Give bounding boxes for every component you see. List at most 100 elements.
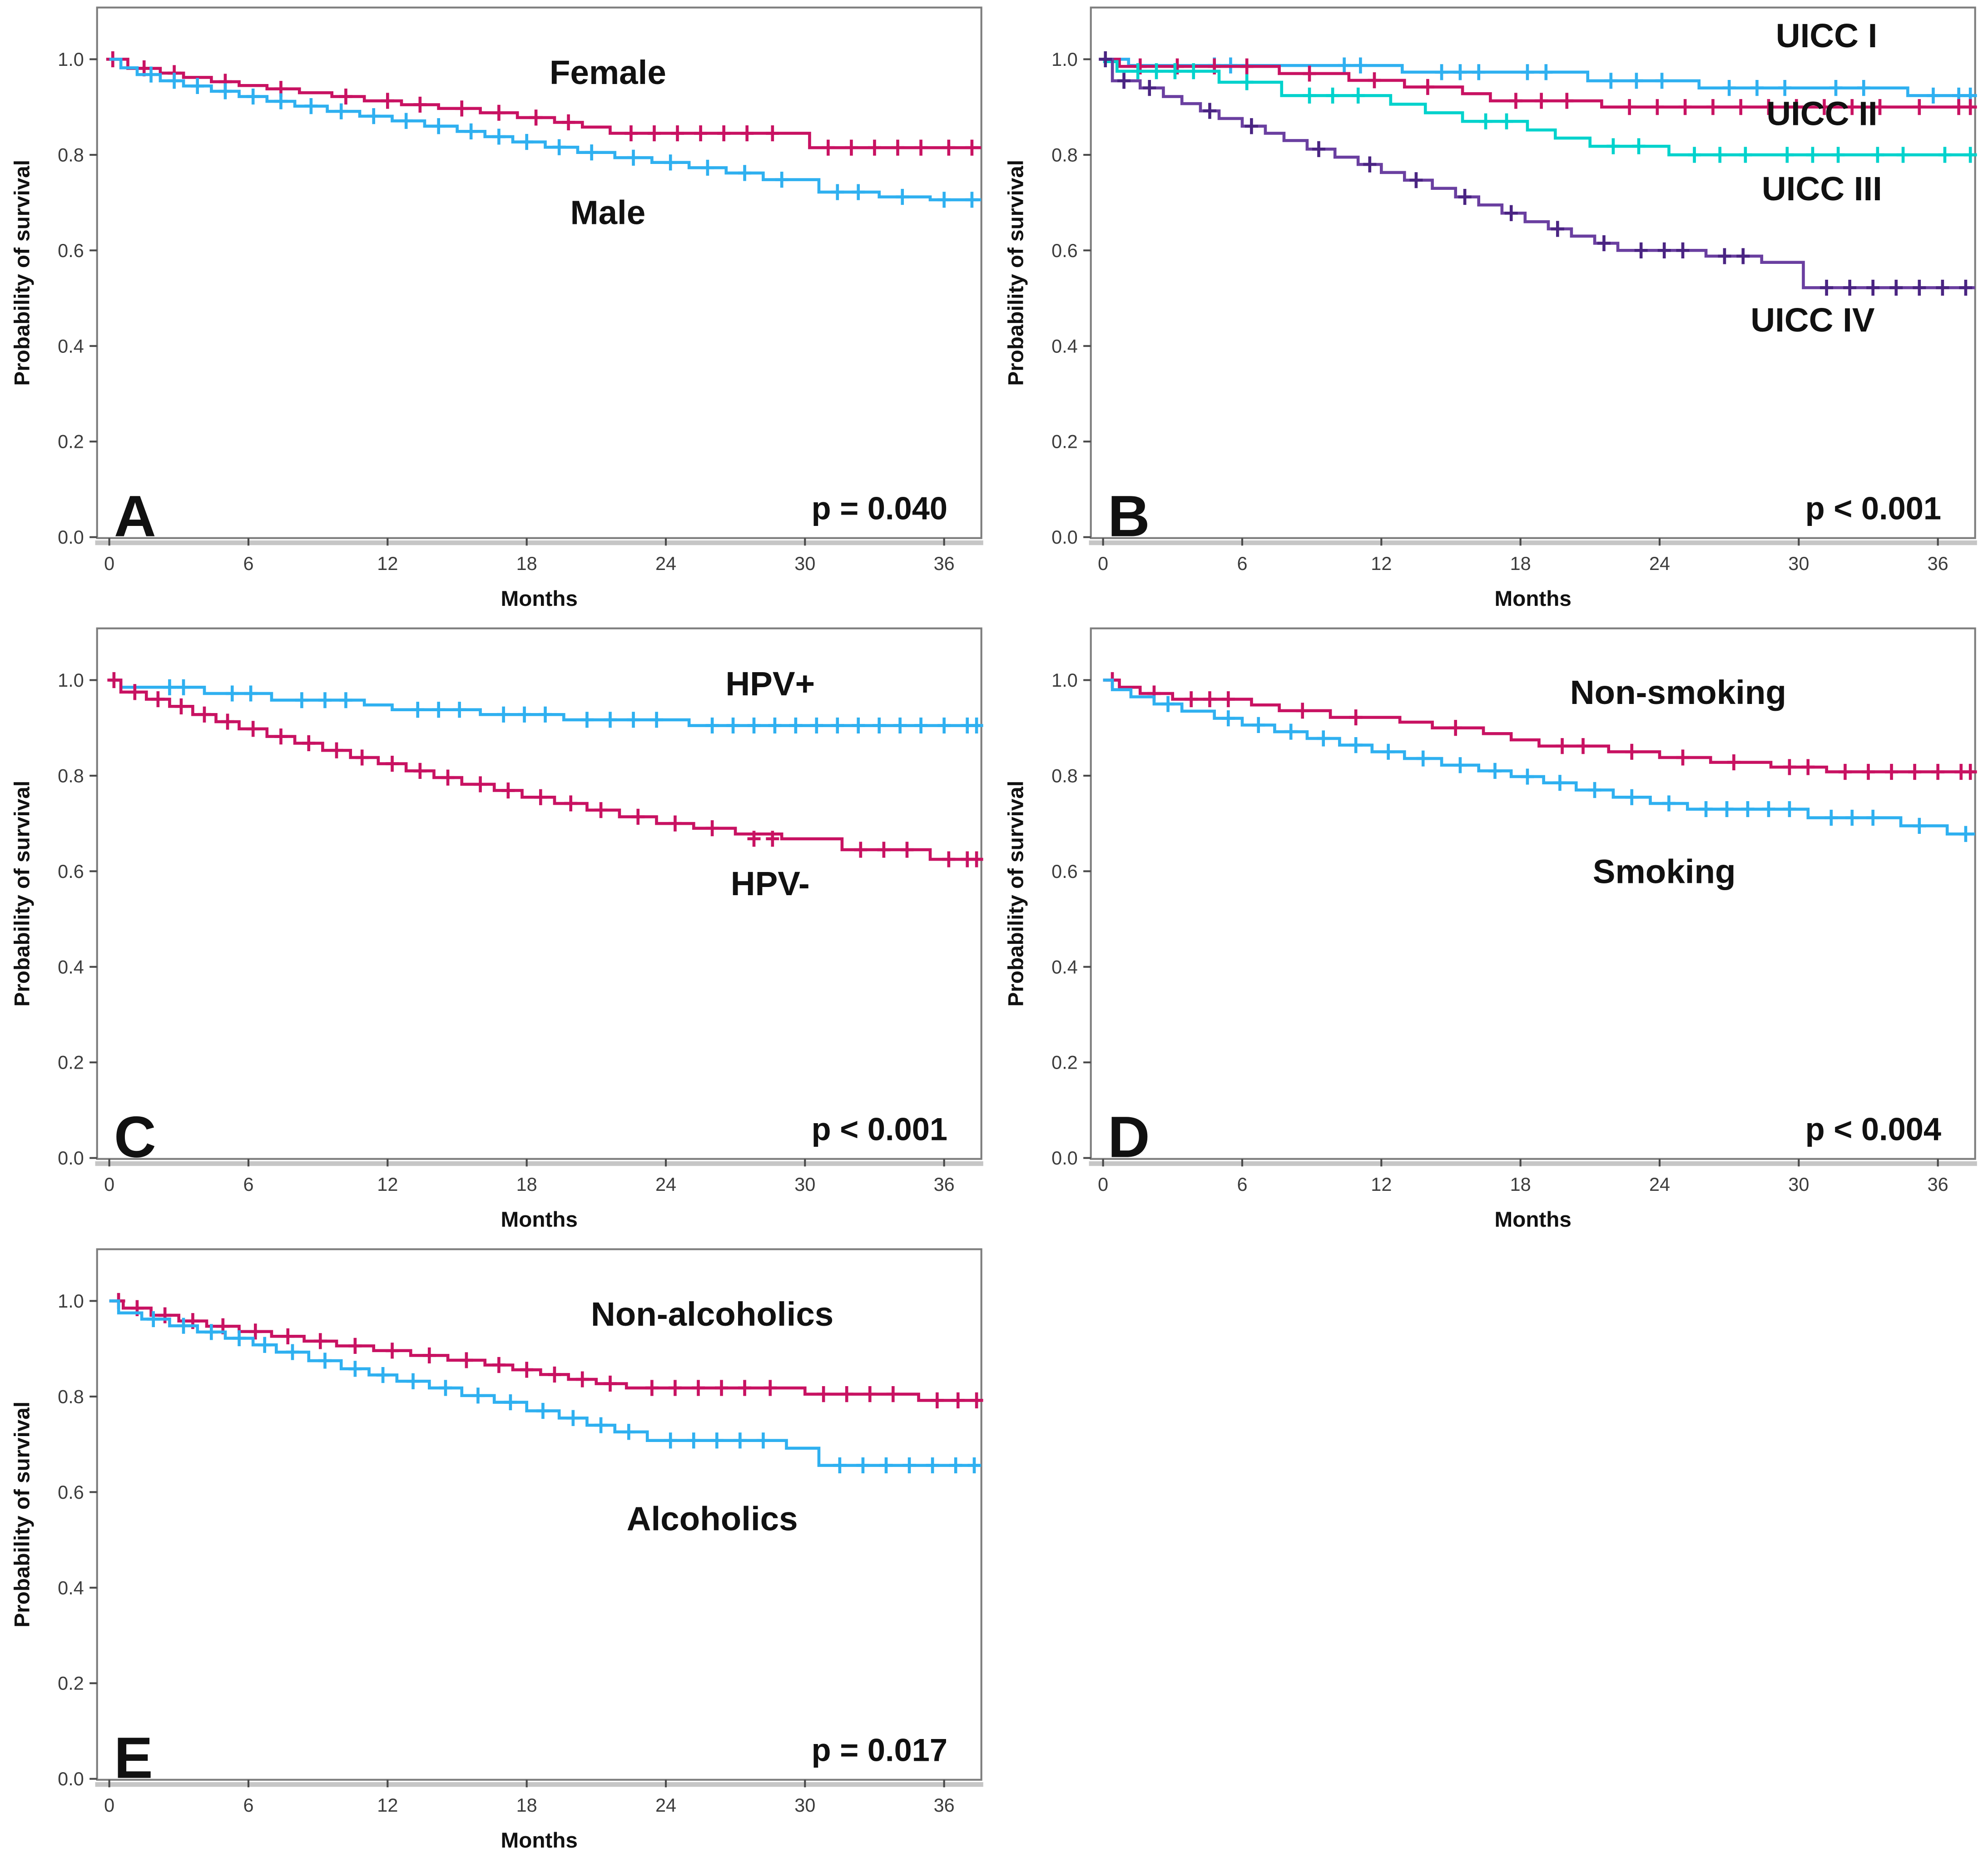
censor-tick bbox=[687, 1432, 700, 1449]
censor-tick bbox=[775, 172, 788, 188]
censor-tick bbox=[831, 717, 844, 734]
censor-tick bbox=[1762, 801, 1775, 818]
censor-tick bbox=[1926, 87, 1940, 104]
censor-tick bbox=[726, 717, 740, 734]
censor-tick bbox=[831, 184, 844, 200]
censor-tick bbox=[1382, 743, 1395, 760]
censor-tick bbox=[411, 702, 425, 718]
censor-tick bbox=[453, 702, 466, 718]
censor-tick bbox=[717, 125, 731, 142]
censor-tick bbox=[107, 672, 121, 689]
censor-tick bbox=[668, 1380, 682, 1396]
censor-tick bbox=[603, 712, 617, 728]
x-tick-label: 0 bbox=[1098, 553, 1108, 574]
x-tick-label: 12 bbox=[377, 1174, 398, 1195]
x-tick-label: 12 bbox=[1371, 553, 1392, 574]
censor-tick bbox=[1873, 99, 1887, 115]
censor-tick bbox=[1588, 782, 1601, 798]
x-axis-title: Months bbox=[501, 587, 578, 611]
censor-tick bbox=[1720, 801, 1734, 818]
series-label: UICC I bbox=[1776, 17, 1878, 55]
censor-tick bbox=[914, 139, 928, 156]
x-tick-label: 6 bbox=[243, 553, 253, 574]
plot-area bbox=[1090, 627, 1976, 1160]
censor-tick bbox=[460, 1352, 473, 1368]
panel-letter: C bbox=[114, 1105, 156, 1170]
censor-tick bbox=[1604, 73, 1618, 89]
censor-tick bbox=[766, 125, 779, 142]
y-tick-label: 0.4 bbox=[58, 336, 84, 357]
y-tick-label: 0.8 bbox=[58, 765, 84, 786]
censor-tick bbox=[244, 685, 258, 702]
censor-tick bbox=[1783, 801, 1796, 818]
y-tick-label: 1.0 bbox=[1051, 49, 1078, 70]
censor-tick bbox=[158, 1307, 172, 1323]
y-tick-label: 0.4 bbox=[58, 956, 84, 977]
censor-tick bbox=[204, 1324, 218, 1340]
censor-tick bbox=[548, 1366, 561, 1383]
km-chart-c: 0.0 0.2 0.4 0.6 0.8 1.0 0 6 12 18 24 30 36 Months Prob… bbox=[10, 627, 983, 1232]
censor-tick bbox=[1252, 717, 1265, 733]
censor-tick bbox=[647, 125, 661, 142]
x-tick-label: 24 bbox=[1649, 553, 1670, 574]
censor-tick bbox=[1185, 691, 1198, 708]
censor-tick bbox=[386, 756, 399, 772]
censor-tick bbox=[455, 100, 469, 117]
censor-tick bbox=[191, 78, 204, 94]
censor-tick bbox=[246, 88, 260, 105]
censor-tick bbox=[313, 1333, 327, 1349]
censor-tick bbox=[1240, 58, 1254, 74]
censor-tick bbox=[705, 820, 719, 837]
censor-tick bbox=[970, 1392, 983, 1408]
censor-tick bbox=[1349, 709, 1363, 726]
panel-d: 0.0 0.2 0.4 0.6 0.8 1.0 0 6 12 18 24 30 36 Months Prob… bbox=[994, 621, 1988, 1242]
censor-tick bbox=[763, 1380, 777, 1396]
censor-tick bbox=[1368, 72, 1381, 89]
censor-tick bbox=[738, 1380, 752, 1396]
y-tick-label: 0.8 bbox=[58, 1386, 84, 1407]
censor-tick bbox=[1284, 723, 1298, 740]
censor-tick bbox=[930, 1392, 944, 1408]
x-tick-label: 0 bbox=[104, 553, 114, 574]
censor-tick bbox=[594, 1417, 608, 1433]
censor-tick bbox=[1913, 99, 1926, 115]
y-tick-label: 0.0 bbox=[58, 1148, 84, 1169]
censor-tick bbox=[1678, 99, 1692, 115]
censor-tick bbox=[664, 154, 677, 171]
censor-tick bbox=[768, 717, 782, 734]
panel-letter: E bbox=[114, 1726, 153, 1791]
censor-tick bbox=[1741, 801, 1755, 818]
censor-tick bbox=[873, 717, 886, 734]
y-tick-label: 1.0 bbox=[58, 670, 84, 691]
censor-tick bbox=[1453, 757, 1467, 773]
panel-letter: B bbox=[1108, 484, 1150, 549]
censor-tick bbox=[1783, 759, 1796, 775]
x-tick-label: 30 bbox=[794, 1174, 815, 1195]
censor-tick bbox=[1509, 93, 1522, 109]
censor-tick bbox=[566, 1410, 580, 1426]
y-tick-label: 0.4 bbox=[58, 1577, 84, 1598]
censor-tick bbox=[1931, 763, 1945, 780]
censor-tick bbox=[1889, 279, 1903, 296]
censor-tick bbox=[274, 93, 288, 109]
censor-tick bbox=[406, 1373, 420, 1389]
censor-tick bbox=[965, 192, 979, 208]
censor-tick bbox=[1472, 64, 1486, 80]
y-tick-label: 0.0 bbox=[1051, 527, 1078, 548]
censor-tick bbox=[893, 717, 907, 734]
x-axis-title: Months bbox=[501, 1828, 578, 1853]
censor-tick bbox=[789, 717, 803, 734]
censor-tick bbox=[1131, 63, 1145, 79]
censor-tick bbox=[856, 1457, 870, 1474]
censor-tick bbox=[965, 139, 979, 156]
x-axis-title: Months bbox=[1495, 587, 1572, 611]
censor-tick bbox=[520, 134, 534, 150]
y-tick-label: 0.8 bbox=[1051, 144, 1078, 165]
km-step-line-uicc-iii bbox=[1103, 60, 1975, 157]
plot-area bbox=[96, 627, 982, 1160]
censor-tick bbox=[951, 1392, 965, 1408]
km-chart-e: 0.0 0.2 0.4 0.6 0.8 1.0 0 6 12 18 24 30 36 Months Prob… bbox=[10, 1248, 983, 1853]
censor-tick bbox=[413, 96, 427, 113]
censor-tick bbox=[622, 1424, 635, 1440]
censor-tick bbox=[1632, 138, 1646, 154]
